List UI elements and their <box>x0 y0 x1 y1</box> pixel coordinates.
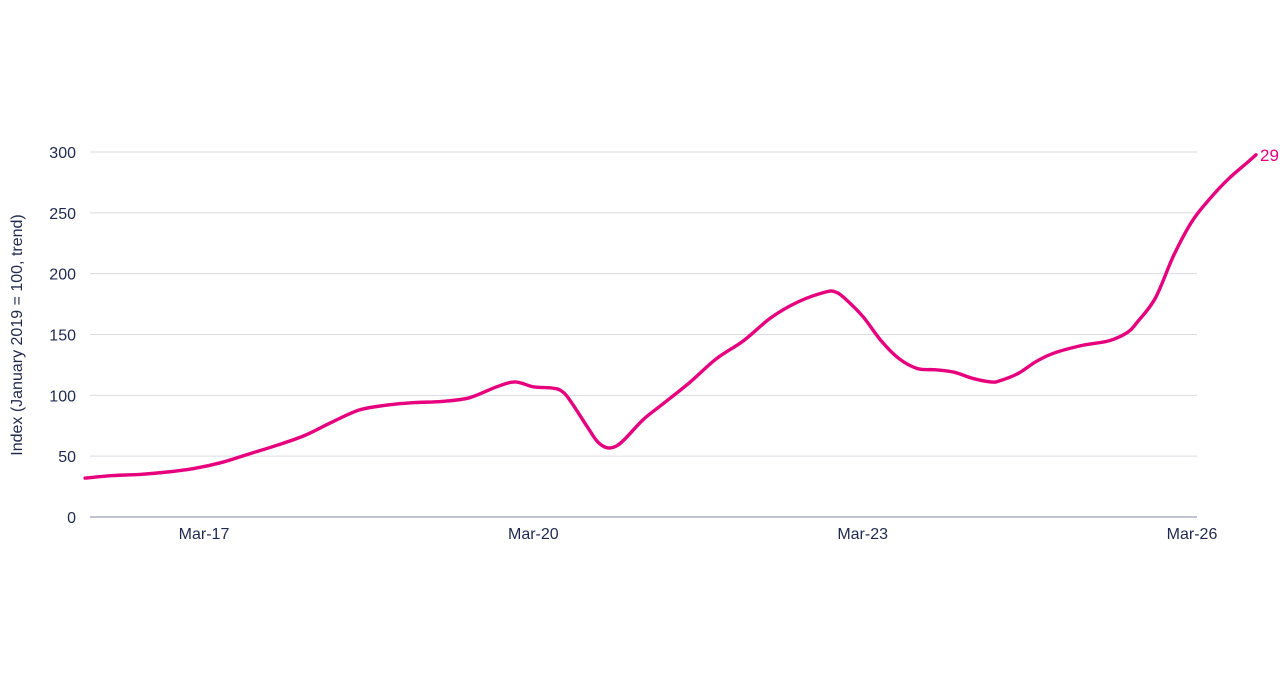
y-tick-label: 200 <box>49 267 76 284</box>
x-tick-label: Mar-17 <box>179 526 230 543</box>
gridlines <box>90 151 1197 457</box>
y-tick-label: 50 <box>58 449 76 466</box>
x-tick-label: Mar-26 <box>1167 526 1218 543</box>
y-tick-label: 250 <box>49 206 76 223</box>
y-tick-label: 100 <box>49 388 76 405</box>
y-tick-label: 300 <box>49 145 76 162</box>
end-value-label: 297.7 <box>1260 146 1280 165</box>
y-tick-label: 0 <box>67 510 76 527</box>
x-axis-ticks: Mar-17 Mar-20 Mar-23 Mar-26 <box>179 526 1218 543</box>
y-axis-ticks: 0 50 100 150 200 250 300 <box>49 145 76 527</box>
y-tick-label: 150 <box>49 328 76 345</box>
x-tick-label: Mar-20 <box>508 526 559 543</box>
y-axis-title: Index (January 2019 = 100, trend) <box>9 214 26 456</box>
series-line <box>83 153 1258 480</box>
x-tick-label: Mar-23 <box>837 526 888 543</box>
